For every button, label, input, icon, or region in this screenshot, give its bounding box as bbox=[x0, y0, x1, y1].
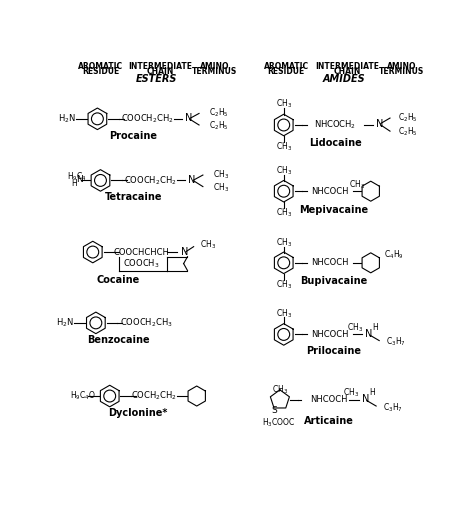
Text: TERMINUS: TERMINUS bbox=[379, 67, 424, 76]
Text: COCH$_2$CH$_2$: COCH$_2$CH$_2$ bbox=[131, 390, 177, 402]
Text: COOCHCHCH: COOCHCHCH bbox=[113, 247, 169, 257]
Text: CH$_3$: CH$_3$ bbox=[213, 168, 229, 181]
Text: N: N bbox=[365, 329, 373, 338]
Text: C$_2$H$_5$: C$_2$H$_5$ bbox=[398, 126, 418, 138]
Text: H$_2$N: H$_2$N bbox=[56, 317, 74, 329]
Text: COOCH$_3$: COOCH$_3$ bbox=[123, 258, 160, 270]
Text: ESTERS: ESTERS bbox=[136, 74, 177, 84]
Text: Lidocaine: Lidocaine bbox=[309, 138, 362, 148]
Text: C$_3$H$_7$: C$_3$H$_7$ bbox=[386, 336, 406, 348]
Text: INTERMEDIATE: INTERMEDIATE bbox=[128, 62, 192, 71]
Text: S: S bbox=[272, 406, 277, 415]
Text: COOCH$_2$CH$_2$: COOCH$_2$CH$_2$ bbox=[124, 174, 177, 187]
Text: N: N bbox=[181, 247, 188, 257]
Text: H: H bbox=[71, 179, 77, 188]
Text: H$_9$C$_4$O: H$_9$C$_4$O bbox=[70, 390, 96, 402]
Text: CH$_3$: CH$_3$ bbox=[349, 178, 365, 190]
Text: H$_3$COOC: H$_3$COOC bbox=[262, 417, 295, 429]
Text: N: N bbox=[76, 175, 82, 184]
Text: CH$_3$: CH$_3$ bbox=[276, 98, 292, 110]
Text: C$_2$H$_5$: C$_2$H$_5$ bbox=[209, 120, 229, 132]
Text: N: N bbox=[185, 114, 192, 124]
Text: H: H bbox=[369, 388, 375, 398]
Text: CH$_3$: CH$_3$ bbox=[213, 181, 229, 193]
Text: Benzocaine: Benzocaine bbox=[87, 335, 149, 345]
Text: H: H bbox=[372, 323, 378, 332]
Text: NHCOCH$_2$: NHCOCH$_2$ bbox=[314, 119, 356, 131]
Text: Tetracaine: Tetracaine bbox=[105, 192, 162, 203]
Text: C$_4$H$_9$: C$_4$H$_9$ bbox=[384, 248, 404, 261]
Text: RESIDUE: RESIDUE bbox=[267, 67, 305, 76]
Text: AROMATIC: AROMATIC bbox=[264, 62, 309, 71]
Text: CH$_3$: CH$_3$ bbox=[344, 387, 360, 399]
Text: AMINO: AMINO bbox=[200, 62, 229, 71]
Text: CH$_3$: CH$_3$ bbox=[272, 384, 288, 396]
Text: Dyclonine*: Dyclonine* bbox=[108, 408, 167, 418]
Text: N: N bbox=[376, 119, 383, 129]
Text: AROMATIC: AROMATIC bbox=[78, 62, 123, 71]
Text: C$_3$H$_7$: C$_3$H$_7$ bbox=[383, 401, 403, 414]
Text: RESIDUE: RESIDUE bbox=[82, 67, 119, 76]
Text: H$_2$N: H$_2$N bbox=[58, 112, 76, 125]
Text: C$_2$H$_5$: C$_2$H$_5$ bbox=[398, 111, 418, 124]
Text: CH$_3$: CH$_3$ bbox=[200, 239, 216, 251]
Text: Mepivacaine: Mepivacaine bbox=[299, 205, 368, 215]
Text: CHAIN: CHAIN bbox=[334, 67, 361, 76]
Text: N: N bbox=[362, 394, 370, 404]
Text: CHAIN: CHAIN bbox=[147, 67, 174, 76]
Text: Articaine: Articaine bbox=[303, 416, 353, 426]
Text: CH$_3$: CH$_3$ bbox=[347, 321, 364, 334]
Text: CH$_3$: CH$_3$ bbox=[276, 278, 292, 291]
Text: NHCOCH: NHCOCH bbox=[311, 259, 349, 267]
Text: AMIDES: AMIDES bbox=[322, 74, 365, 84]
Text: H$_9$C$_4$: H$_9$C$_4$ bbox=[66, 171, 87, 183]
Text: INTERMEDIATE: INTERMEDIATE bbox=[316, 62, 380, 71]
Text: CH$_3$: CH$_3$ bbox=[276, 307, 292, 320]
Text: Bupivacaine: Bupivacaine bbox=[300, 276, 367, 286]
Text: NHCOCH: NHCOCH bbox=[311, 187, 349, 195]
Text: CH$_3$: CH$_3$ bbox=[276, 165, 292, 178]
Text: CH$_3$: CH$_3$ bbox=[276, 207, 292, 219]
Text: CH$_3$: CH$_3$ bbox=[276, 237, 292, 249]
Text: Prilocaine: Prilocaine bbox=[306, 346, 361, 356]
Text: CH$_3$: CH$_3$ bbox=[276, 140, 292, 153]
Text: AMINO: AMINO bbox=[387, 62, 416, 71]
Text: Cocaine: Cocaine bbox=[97, 275, 140, 285]
Text: TERMINUS: TERMINUS bbox=[192, 67, 237, 76]
Text: Procaine: Procaine bbox=[109, 131, 157, 141]
Text: C$_2$H$_5$: C$_2$H$_5$ bbox=[209, 106, 229, 119]
Text: N: N bbox=[188, 175, 196, 185]
Text: NHCOCH: NHCOCH bbox=[311, 330, 349, 339]
Text: COOCH$_2$CH$_2$: COOCH$_2$CH$_2$ bbox=[121, 112, 174, 125]
Text: COOCH$_2$CH$_3$: COOCH$_2$CH$_3$ bbox=[120, 317, 173, 329]
Text: NHCOCH: NHCOCH bbox=[310, 395, 347, 404]
